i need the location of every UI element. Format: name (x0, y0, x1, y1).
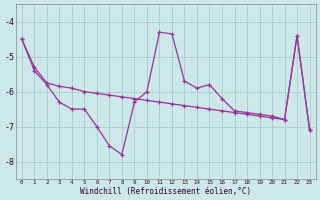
X-axis label: Windchill (Refroidissement éolien,°C): Windchill (Refroidissement éolien,°C) (80, 187, 251, 196)
